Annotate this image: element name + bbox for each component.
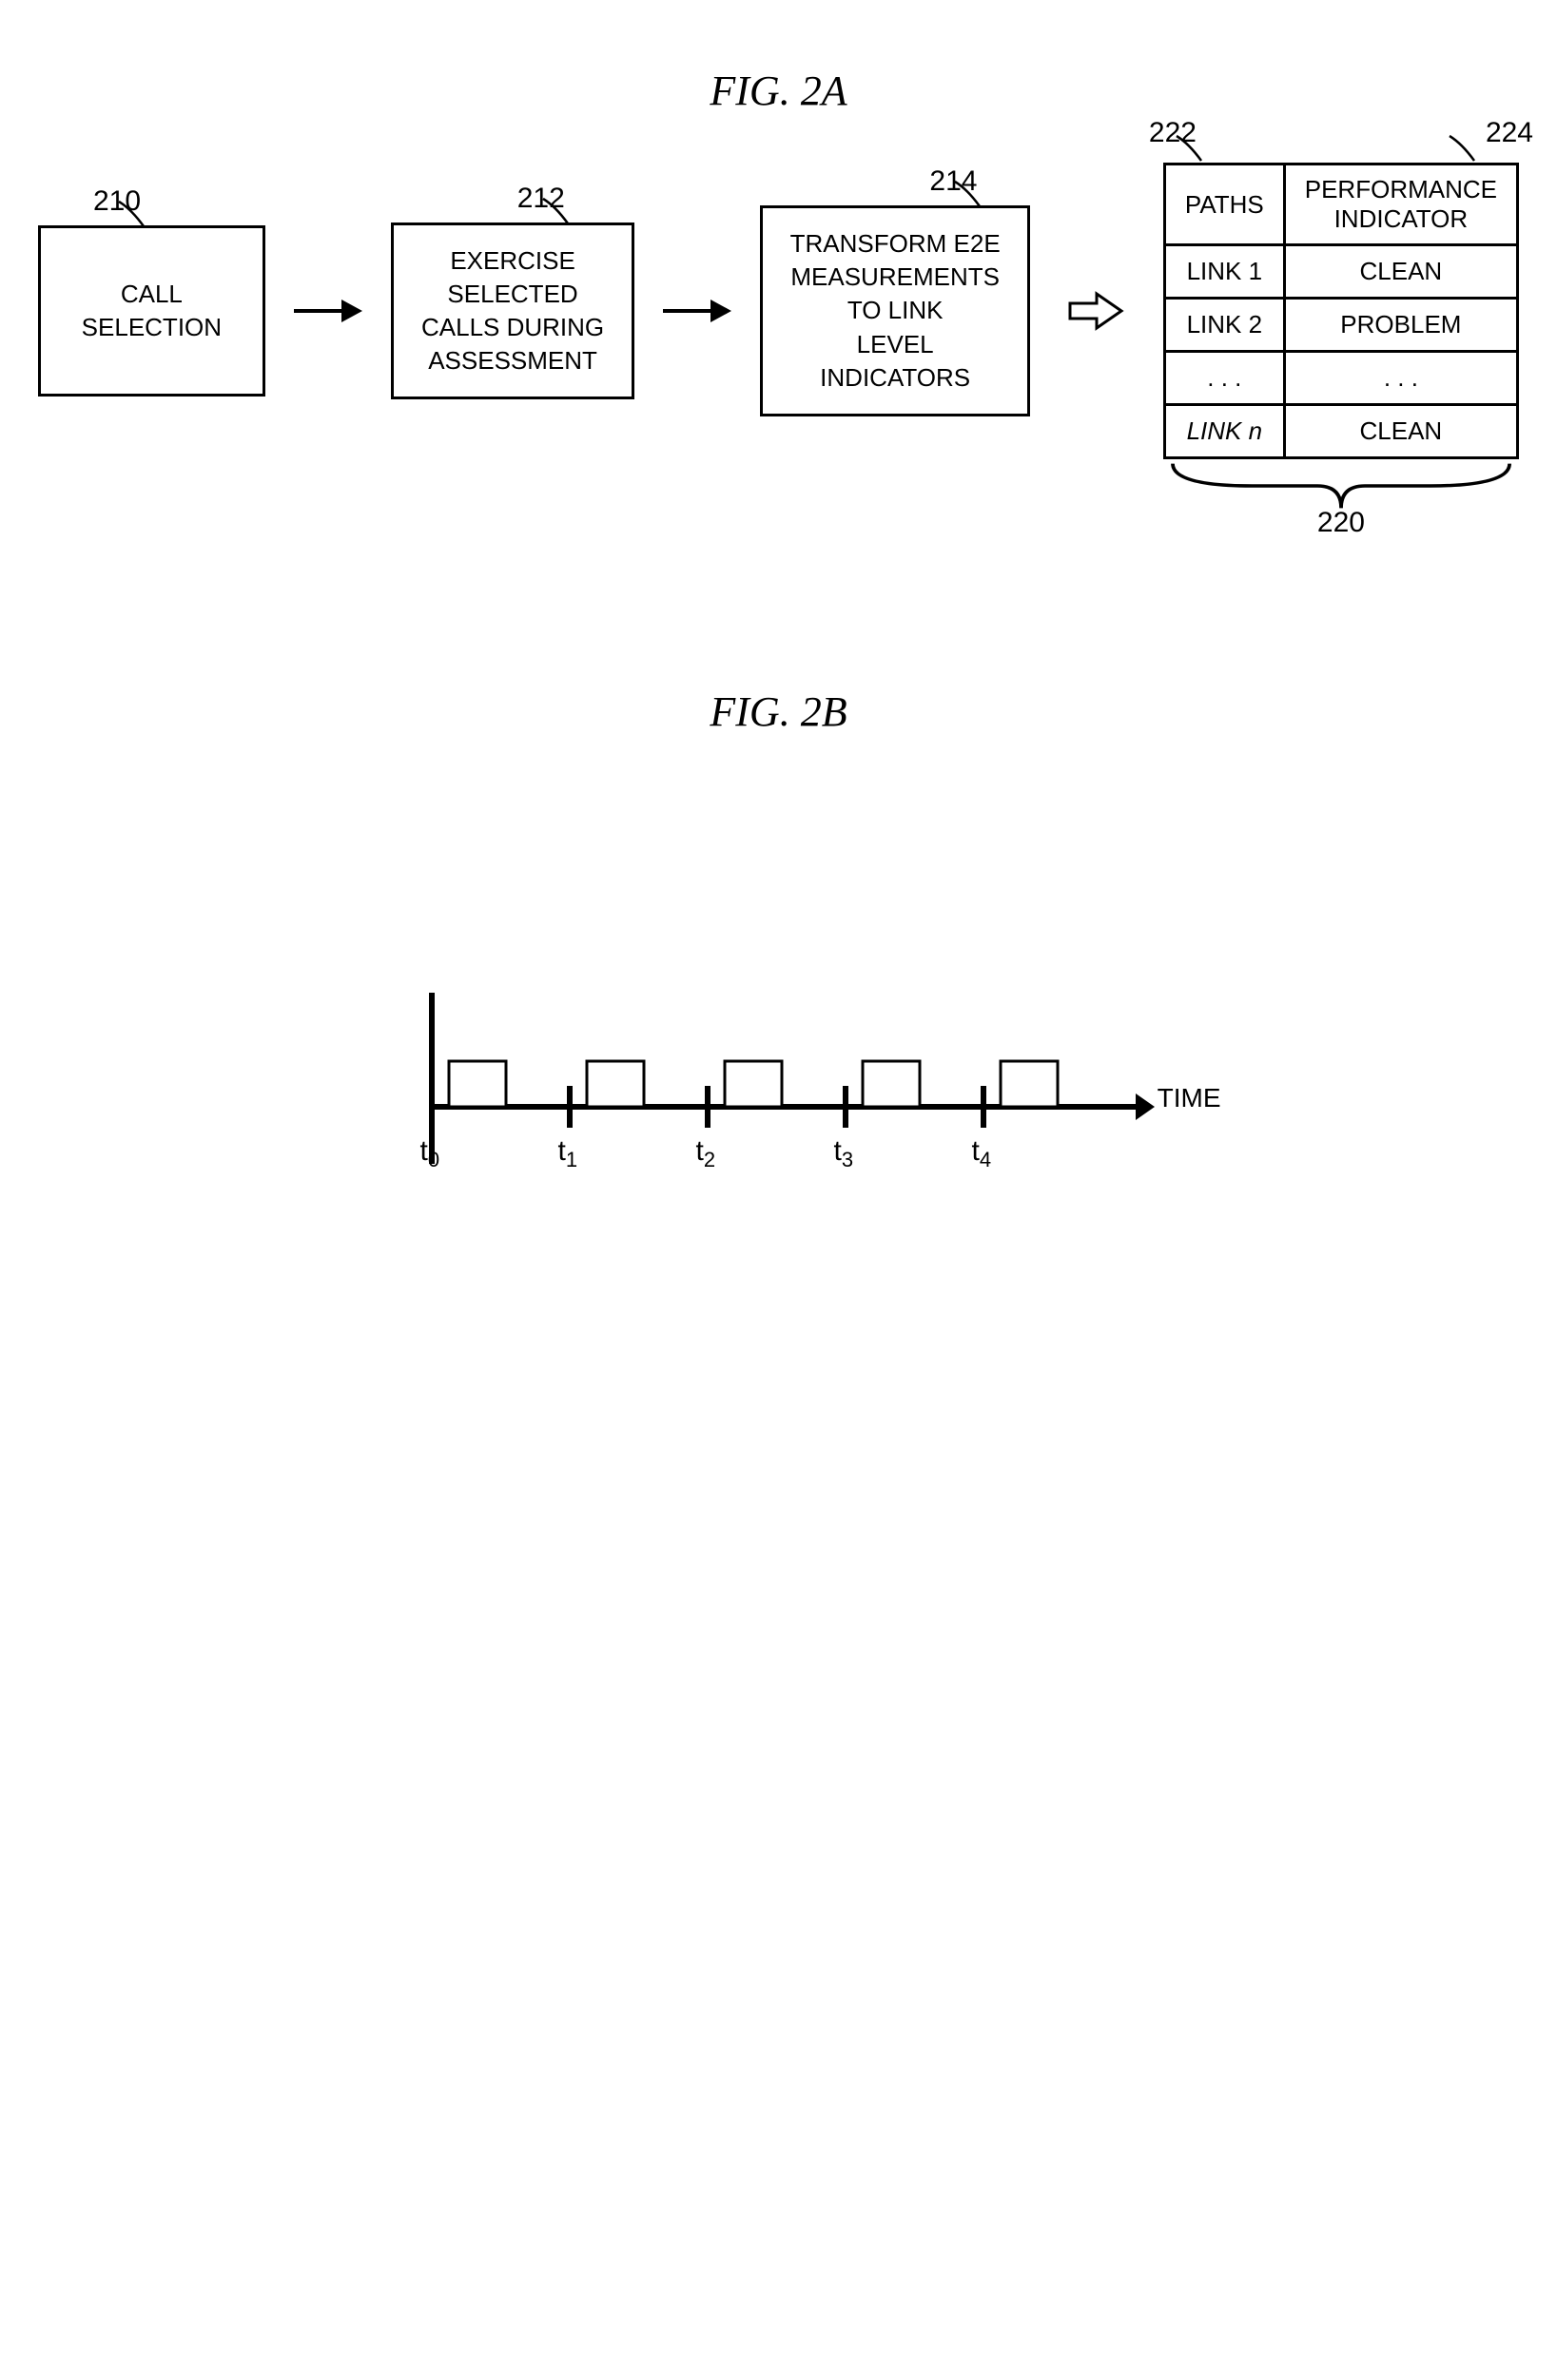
- link-table: PATHS PERFORMANCE INDICATOR LINK 1 CLEAN…: [1163, 163, 1519, 459]
- tick-label: t3: [834, 1135, 854, 1172]
- th-perf: PERFORMANCE INDICATOR: [1284, 164, 1517, 245]
- cell-path: . . .: [1164, 352, 1284, 405]
- table-row: LINK 1 CLEAN: [1164, 245, 1517, 299]
- lead-line-212: [541, 197, 579, 227]
- table-row: . . . . . .: [1164, 352, 1517, 405]
- link-table-body: LINK 1 CLEAN LINK 2 PROBLEM . . . . . . …: [1164, 245, 1517, 458]
- cell-path: LINK n: [1164, 405, 1284, 458]
- arrow-1: [294, 300, 362, 322]
- lead-line-222: [1175, 134, 1213, 164]
- cell-perf: CLEAN: [1284, 245, 1517, 299]
- th-paths: PATHS: [1164, 164, 1284, 245]
- time-axis-label: TIME: [1158, 1083, 1221, 1113]
- block-3-line1: TRANSFORM E2E: [787, 227, 1003, 261]
- arrow-2: [663, 300, 731, 322]
- fig-2b-diagram: TIME t0 t1 t2 t3 t4: [38, 983, 1519, 1230]
- lead-line-214: [953, 180, 991, 210]
- block-2-line2: CALLS DURING: [418, 311, 609, 344]
- block-3-line3: LEVEL INDICATORS: [787, 328, 1003, 395]
- cell-perf: CLEAN: [1284, 405, 1517, 458]
- ref-220: 220: [1317, 507, 1365, 539]
- fig-2b-title: FIG. 2B: [38, 687, 1519, 736]
- fig-2a-diagram: CALL SELECTION 210 EXERCISE SELECTED CAL…: [38, 163, 1519, 459]
- ref-224: 224: [1486, 117, 1533, 149]
- tick-label: t2: [696, 1135, 716, 1172]
- arrow-open: [1068, 288, 1125, 334]
- tick-label: t1: [558, 1135, 578, 1172]
- table-row: LINK 2 PROBLEM: [1164, 299, 1517, 352]
- tick-label: t0: [420, 1135, 440, 1172]
- link-table-wrap: 222 224 PATHS PERFORMANCE INDICATOR LINK…: [1163, 163, 1519, 459]
- block-1-text: CALL SELECTION: [65, 278, 239, 344]
- block-2-line3: ASSESSMENT: [418, 344, 609, 377]
- block-call-selection: CALL SELECTION 210: [38, 225, 265, 397]
- block-3-line2: MEASUREMENTS TO LINK: [787, 261, 1003, 327]
- lead-line-210: [117, 200, 155, 230]
- cell-path: LINK 1: [1164, 245, 1284, 299]
- table-header-row: PATHS PERFORMANCE INDICATOR: [1164, 164, 1517, 245]
- timeline: TIME t0t1t2t3t4: [375, 983, 1183, 1230]
- cell-perf: . . .: [1284, 352, 1517, 405]
- block-exercise: EXERCISE SELECTED CALLS DURING ASSESSMEN…: [391, 223, 635, 399]
- timeline-svg: [375, 983, 1183, 1230]
- brace-220: 220: [1163, 459, 1519, 526]
- block-transform: TRANSFORM E2E MEASUREMENTS TO LINK LEVEL…: [760, 205, 1030, 416]
- lead-line-224: [1448, 134, 1486, 164]
- tick-label: t4: [972, 1135, 992, 1172]
- cell-perf: PROBLEM: [1284, 299, 1517, 352]
- fig-2a-title: FIG. 2A: [38, 67, 1519, 115]
- block-2-line1: EXERCISE SELECTED: [418, 244, 609, 311]
- cell-path: LINK 2: [1164, 299, 1284, 352]
- table-row: LINK n CLEAN: [1164, 405, 1517, 458]
